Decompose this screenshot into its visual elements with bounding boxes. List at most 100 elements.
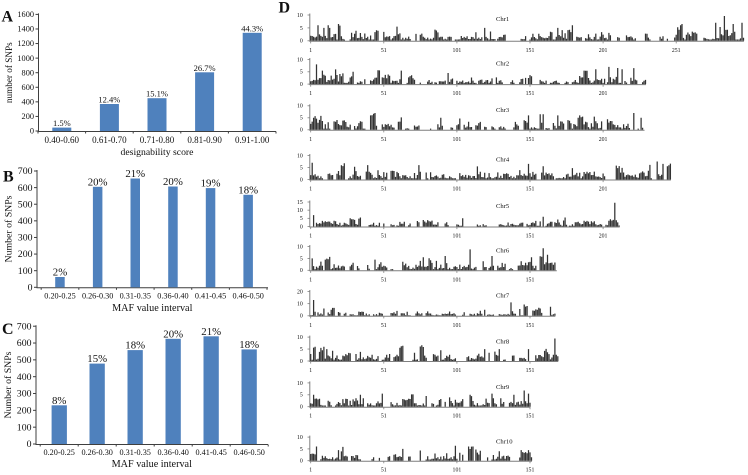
svg-text:18%: 18% <box>125 340 145 352</box>
svg-text:20%: 20% <box>163 328 183 340</box>
svg-text:300: 300 <box>17 389 32 400</box>
svg-text:D: D <box>279 0 291 17</box>
svg-text:0: 0 <box>300 128 303 134</box>
svg-text:18%: 18% <box>238 184 258 196</box>
svg-text:151: 151 <box>526 137 535 143</box>
svg-text:200: 200 <box>22 112 34 121</box>
svg-text:400: 400 <box>17 372 32 383</box>
svg-text:101: 101 <box>453 368 462 374</box>
svg-text:0.40-0.60: 0.40-0.60 <box>45 135 80 145</box>
svg-text:201: 201 <box>599 234 608 240</box>
svg-text:101: 101 <box>453 91 462 97</box>
svg-text:0.31-0.35: 0.31-0.35 <box>120 448 151 457</box>
svg-text:0: 0 <box>300 177 303 183</box>
svg-text:1600: 1600 <box>17 10 34 19</box>
svg-text:0.36-0.40: 0.36-0.40 <box>157 292 188 301</box>
svg-text:101: 101 <box>453 323 462 329</box>
svg-text:101: 101 <box>453 137 462 143</box>
svg-text:0.36-0.40: 0.36-0.40 <box>158 448 189 457</box>
svg-text:0: 0 <box>30 127 34 136</box>
svg-text:20%: 20% <box>163 176 183 188</box>
svg-text:Chr2: Chr2 <box>496 61 509 68</box>
svg-text:18%: 18% <box>239 339 259 351</box>
svg-text:5: 5 <box>300 116 303 122</box>
svg-text:1: 1 <box>309 234 312 240</box>
svg-text:1: 1 <box>309 48 312 54</box>
svg-text:200: 200 <box>17 405 32 416</box>
svg-text:0: 0 <box>300 224 303 230</box>
svg-text:0: 0 <box>27 439 32 450</box>
svg-text:8%: 8% <box>52 395 66 407</box>
svg-text:600: 600 <box>18 183 33 194</box>
svg-text:5: 5 <box>300 447 303 453</box>
svg-text:600: 600 <box>22 83 34 92</box>
svg-text:51: 51 <box>381 468 387 474</box>
svg-text:51: 51 <box>381 277 387 283</box>
svg-text:200: 200 <box>18 249 33 260</box>
svg-text:151: 151 <box>526 323 535 329</box>
svg-text:Chr10: Chr10 <box>496 438 513 445</box>
svg-text:151: 151 <box>526 468 535 474</box>
svg-text:0: 0 <box>300 314 303 320</box>
svg-text:5: 5 <box>300 165 303 171</box>
svg-text:51: 51 <box>381 48 387 54</box>
svg-text:10: 10 <box>297 208 303 214</box>
svg-text:0.91-1.00: 0.91-1.00 <box>235 135 270 145</box>
svg-text:100: 100 <box>18 266 33 277</box>
svg-text:Chr4: Chr4 <box>496 157 510 164</box>
svg-text:1400: 1400 <box>17 25 34 34</box>
svg-text:21%: 21% <box>125 168 145 180</box>
svg-text:201: 201 <box>599 91 608 97</box>
svg-text:201: 201 <box>599 48 608 54</box>
svg-text:0.26-0.30: 0.26-0.30 <box>82 448 113 457</box>
svg-text:0.20-0.25: 0.20-0.25 <box>44 292 75 301</box>
svg-text:Number of SNPs: Number of SNPs <box>4 195 15 262</box>
svg-text:2%: 2% <box>53 266 67 278</box>
svg-text:1: 1 <box>309 414 312 420</box>
svg-text:400: 400 <box>22 98 34 107</box>
svg-text:1: 1 <box>309 187 312 193</box>
svg-text:1000: 1000 <box>17 54 34 63</box>
svg-text:MAF value interval: MAF value interval <box>112 303 193 314</box>
svg-text:0.31-0.35: 0.31-0.35 <box>120 292 151 301</box>
svg-text:10: 10 <box>297 244 303 250</box>
svg-text:10: 10 <box>297 57 303 63</box>
svg-text:1: 1 <box>309 323 312 329</box>
svg-text:15: 15 <box>297 200 303 206</box>
svg-text:700: 700 <box>18 166 33 177</box>
svg-text:5: 5 <box>300 70 303 76</box>
svg-text:19%: 19% <box>201 178 221 190</box>
svg-text:101: 101 <box>453 187 462 193</box>
svg-text:1: 1 <box>309 91 312 97</box>
svg-text:600: 600 <box>17 338 32 349</box>
svg-text:Chr6: Chr6 <box>496 248 510 255</box>
svg-text:26.7%: 26.7% <box>194 63 216 73</box>
svg-text:51: 51 <box>381 368 387 374</box>
svg-text:21%: 21% <box>201 326 221 338</box>
svg-text:20%: 20% <box>88 176 108 188</box>
svg-text:101: 101 <box>453 48 462 54</box>
svg-text:0: 0 <box>28 282 33 293</box>
svg-text:151: 151 <box>526 48 535 54</box>
svg-text:0.41-0.45: 0.41-0.45 <box>195 292 226 301</box>
svg-text:151: 151 <box>526 187 535 193</box>
svg-text:101: 101 <box>453 277 462 283</box>
svg-text:51: 51 <box>381 323 387 329</box>
svg-text:500: 500 <box>18 199 33 210</box>
svg-text:5: 5 <box>300 256 303 262</box>
svg-text:400: 400 <box>18 216 33 227</box>
svg-text:1: 1 <box>309 468 312 474</box>
svg-text:151: 151 <box>526 414 535 420</box>
svg-text:51: 51 <box>381 187 387 193</box>
svg-text:151: 151 <box>526 91 535 97</box>
svg-text:101: 101 <box>453 234 462 240</box>
svg-text:designability score: designability score <box>121 147 194 158</box>
svg-text:251: 251 <box>672 48 681 54</box>
svg-text:15.1%: 15.1% <box>146 89 168 99</box>
svg-text:201: 201 <box>599 137 608 143</box>
svg-text:C: C <box>2 321 14 338</box>
svg-text:1: 1 <box>309 137 312 143</box>
svg-text:0.71-0.80: 0.71-0.80 <box>140 135 175 145</box>
svg-text:10: 10 <box>297 435 303 441</box>
svg-text:10: 10 <box>297 381 303 387</box>
